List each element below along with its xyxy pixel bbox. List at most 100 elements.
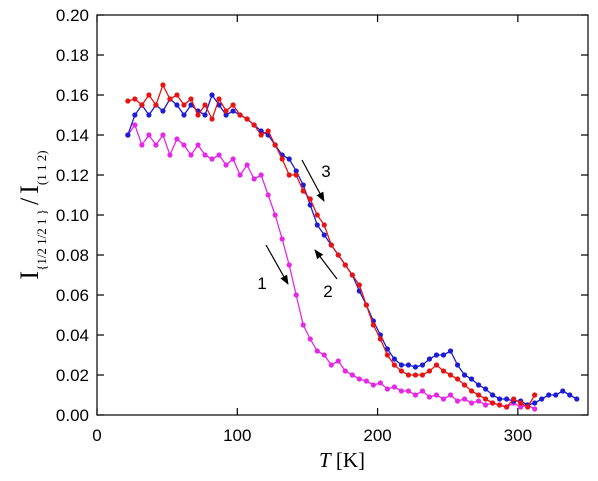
- data-point: [321, 222, 327, 228]
- data-point: [377, 336, 383, 342]
- data-point: [356, 282, 362, 288]
- annotation: 1: [257, 274, 266, 293]
- arrow-3: [301, 159, 325, 202]
- arrow-1: [265, 244, 289, 285]
- data-point: [405, 372, 412, 378]
- data-point: [511, 396, 517, 402]
- data-point: [504, 396, 510, 402]
- data-point: [293, 172, 299, 178]
- data-point: [139, 142, 145, 148]
- data-point: [188, 96, 194, 102]
- data-point: [202, 102, 208, 108]
- y-tick-label: 0.14: [56, 126, 89, 145]
- data-point: [335, 358, 341, 364]
- data-point: [202, 152, 208, 158]
- data-point: [307, 202, 313, 208]
- data-point: [412, 372, 419, 378]
- data-point: [447, 372, 454, 378]
- data-point: [139, 102, 145, 108]
- data-point: [532, 400, 538, 406]
- y-tick-label: 0.18: [56, 46, 89, 65]
- data-point: [447, 392, 454, 398]
- data-point: [356, 376, 362, 382]
- data-point: [342, 262, 348, 268]
- data-point: [440, 396, 447, 402]
- data-point: [160, 108, 166, 114]
- data-point: [433, 362, 440, 368]
- data-point: [286, 156, 292, 162]
- data-point: [181, 112, 187, 118]
- data-point: [286, 262, 292, 268]
- data-point: [251, 176, 257, 182]
- data-point: [300, 322, 306, 328]
- x-tick-label: 100: [223, 426, 251, 445]
- data-point: [342, 368, 348, 374]
- data-point: [461, 396, 468, 402]
- x-tick-label: 300: [504, 426, 532, 445]
- data-point: [188, 102, 194, 108]
- data-point: [433, 392, 440, 398]
- data-point: [167, 152, 173, 158]
- data-point: [454, 398, 461, 404]
- data-point: [167, 96, 173, 102]
- data-point: [237, 112, 243, 118]
- data-point: [335, 252, 341, 258]
- data-point: [265, 128, 271, 134]
- data-point: [314, 222, 320, 228]
- data-point: [160, 132, 166, 138]
- data-point: [391, 356, 398, 362]
- data-point: [279, 156, 285, 162]
- data-point: [574, 396, 580, 402]
- data-point: [314, 212, 320, 218]
- data-point: [328, 242, 334, 248]
- data-point: [440, 368, 447, 374]
- data-point: [525, 404, 531, 410]
- data-point: [223, 112, 229, 118]
- data-point: [497, 402, 503, 408]
- data-point: [412, 392, 419, 398]
- data-point: [398, 388, 405, 394]
- data-point: [461, 372, 468, 378]
- data-point: [482, 396, 489, 402]
- data-point: [426, 356, 433, 362]
- data-point: [447, 348, 454, 354]
- data-point: [475, 398, 482, 404]
- data-point: [125, 98, 131, 104]
- data-point: [314, 348, 320, 354]
- arrow-2: [314, 249, 338, 280]
- data-point: [293, 168, 299, 174]
- y-tick-label: 0.20: [56, 6, 89, 25]
- data-point: [539, 396, 545, 402]
- data-point: [518, 404, 524, 410]
- data-point: [532, 406, 538, 412]
- data-point: [504, 404, 510, 410]
- data-point: [209, 116, 215, 122]
- data-point: [475, 392, 482, 398]
- y-tick-label: 0.10: [56, 206, 89, 225]
- data-point: [454, 376, 461, 382]
- data-point: [132, 112, 138, 118]
- data-point: [454, 362, 461, 368]
- y-tick-label: 0.00: [56, 406, 89, 425]
- data-point: [146, 132, 152, 138]
- data-point: [286, 172, 292, 178]
- data-point: [258, 132, 264, 138]
- data-point: [328, 362, 334, 368]
- data-point: [272, 212, 278, 218]
- data-point: [244, 116, 250, 122]
- data-point: [181, 102, 187, 108]
- data-point: [440, 352, 447, 358]
- data-point: [216, 152, 222, 158]
- annotation: 2: [323, 282, 332, 301]
- data-point: [146, 112, 152, 118]
- data-point: [160, 82, 166, 88]
- data-point: [216, 96, 222, 102]
- data-point: [553, 392, 559, 398]
- data-point: [497, 396, 503, 402]
- y-label-part: I: [15, 271, 44, 280]
- data-point: [426, 368, 433, 374]
- data-point: [461, 382, 468, 388]
- data-point: [223, 162, 229, 168]
- data-point: [468, 388, 475, 394]
